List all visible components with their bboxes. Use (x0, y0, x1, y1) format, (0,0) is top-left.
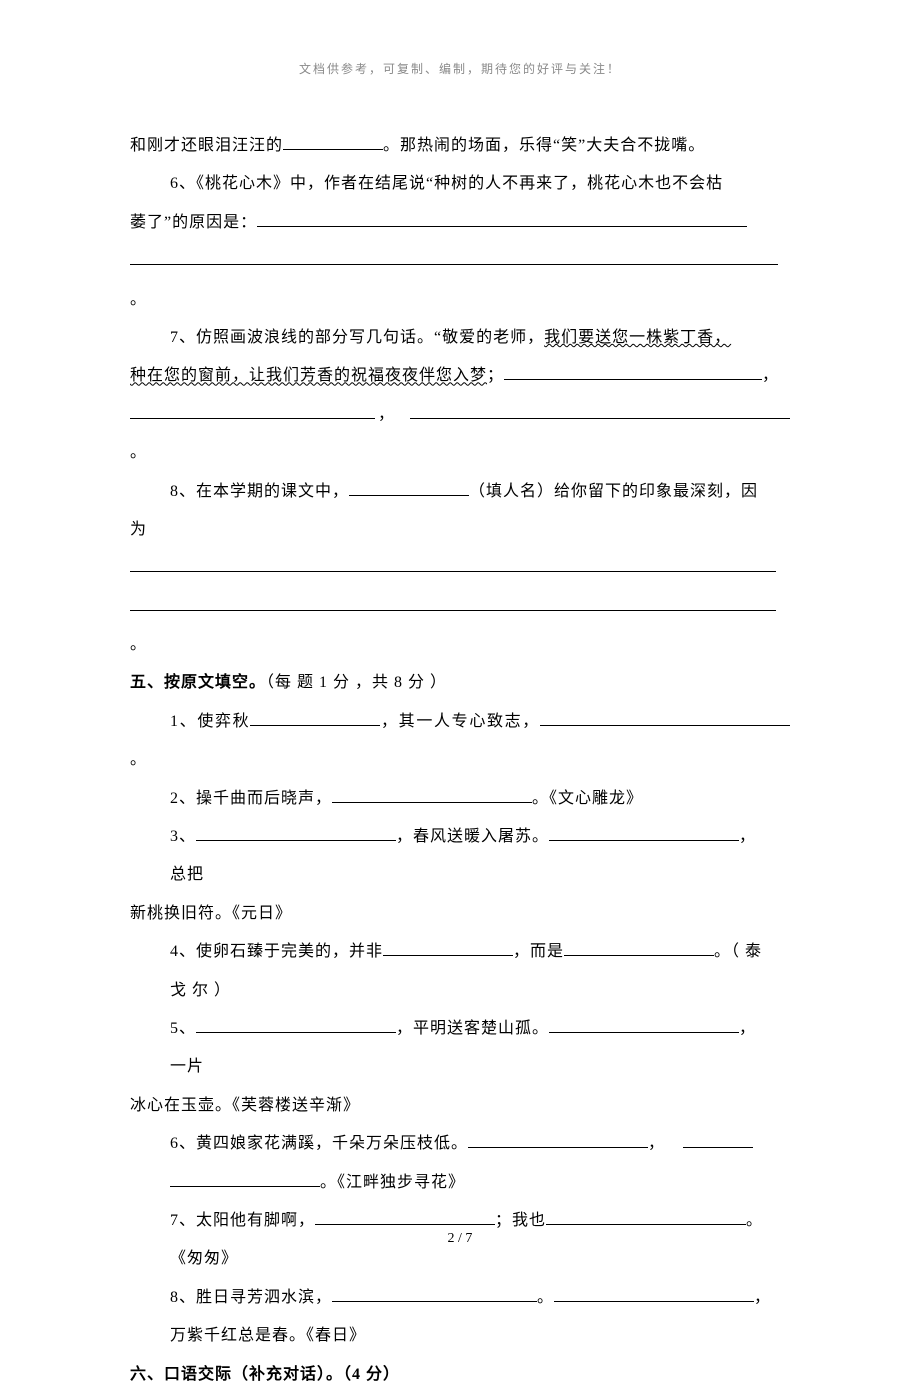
text: （填人名）给你留下的印象最深刻，因 (469, 483, 758, 500)
blank (410, 402, 790, 419)
text: 3、 (170, 828, 196, 845)
s5-2: 2、操千曲而后晓声， 。《文心雕龙》 (130, 780, 790, 818)
q8-line4: 。 (130, 588, 790, 665)
blank (554, 1285, 754, 1302)
blank (332, 1285, 537, 1302)
text: 。（ 泰 (714, 943, 762, 960)
title-bold: 五、按原文填空。 (130, 674, 266, 691)
blank (564, 939, 714, 956)
blank (332, 786, 532, 803)
period: 。 (537, 1289, 554, 1306)
wavy-text: 我们要送您一株紫丁香， (544, 329, 731, 346)
blank-full (130, 594, 776, 611)
blank (504, 363, 762, 380)
semi: ； (487, 367, 504, 384)
period: 。 (130, 636, 147, 653)
q7-line1: 7、仿照画波浪线的部分写几句话。“敬爱的老师，我们要送您一株紫丁香， (130, 319, 790, 357)
line-top: 和刚才还眼泪汪汪的 。那热闹的场面，乐得“笑”大夫合不拢嘴。 (130, 127, 790, 165)
s5-6-line2: 。《江畔独步寻花》 (130, 1164, 790, 1202)
blank (383, 939, 513, 956)
body-content: 和刚才还眼泪汪汪的 。那热闹的场面，乐得“笑”大夫合不拢嘴。 6、《桃花心木》中，… (130, 127, 790, 1394)
title-note: （每 题 1 分 ，共 8 分 ） (266, 674, 447, 691)
blank-full (130, 555, 776, 572)
comma: ， (762, 367, 779, 384)
blank (546, 1208, 746, 1225)
text: 2、操千曲而后晓声， (170, 790, 332, 807)
blank (283, 133, 383, 150)
text: 。那热闹的场面，乐得“笑”大夫合不拢嘴。 (383, 137, 705, 154)
period: 。 (130, 751, 147, 768)
text: 4、使卵石臻于完美的，并非 (170, 943, 383, 960)
s5-4-line1: 4、使卵石臻于完美的，并非 ，而是 。（ 泰 (130, 933, 790, 971)
blank (196, 824, 396, 841)
s5-8-line1: 8、胜日寻芳泗水滨， 。 ， (130, 1279, 790, 1317)
q8-line2: 为 (130, 511, 790, 549)
s5-5-line2: 一片 (130, 1048, 790, 1086)
text: ，平明送客楚山孤。 (396, 1020, 549, 1037)
page-number: 2 / 7 (0, 1231, 920, 1247)
blank (549, 1016, 739, 1033)
q6-line3: 。 (130, 242, 790, 319)
text: 7、太阳他有脚啊， (170, 1212, 315, 1229)
period: 。 (130, 444, 147, 461)
text: 。《文心雕龙》 (532, 790, 643, 807)
s5-5-line3: 冰心在玉壶。《芙蓉楼送辛渐》 (130, 1087, 790, 1125)
period: 。 (130, 291, 147, 308)
text: 1、使弈秋 (170, 713, 250, 730)
comma: ， (754, 1289, 771, 1306)
blank (683, 1131, 753, 1148)
s5-6-line1: 6、黄四娘家花满蹊，千朵万朵压枝低。 ， (130, 1125, 790, 1163)
section-5-title: 五、按原文填空。（每 题 1 分 ，共 8 分 ） (130, 664, 790, 702)
blank (196, 1016, 396, 1033)
blank (540, 709, 790, 726)
title-bold: 六、口语交际（补充对话）。（4 分） (130, 1366, 400, 1383)
text: 7、仿照画波浪线的部分写几句话。“敬爱的老师， (170, 329, 544, 346)
comma: ， (648, 1135, 665, 1152)
section-6-title: 六、口语交际（补充对话）。（4 分） (130, 1356, 790, 1394)
blank (170, 1170, 320, 1187)
comma: ， (375, 406, 398, 423)
period: 。 (746, 1212, 763, 1229)
blank (315, 1208, 495, 1225)
text: ，春风送暖入屠苏。 (396, 828, 549, 845)
blank (257, 210, 747, 227)
header-note: 文档供参考，可复制、编制，期待您的好评与关注！ (130, 60, 790, 77)
q7-line2: 种在您的窗前，让我们芳香的祝福夜夜伴您入梦； ， (130, 357, 790, 395)
s5-3-line2: 总把 (130, 856, 790, 894)
s5-4-line2: 戈 尔 ） (130, 972, 790, 1010)
q7-line3: ，。 (130, 396, 790, 473)
s5-3-line1: 3、 ，春风送暖入屠苏。 ， (130, 818, 790, 856)
comma: ， (739, 1020, 756, 1037)
text: 5、 (170, 1020, 196, 1037)
blank-full (130, 248, 778, 265)
s5-1: 1、使弈秋 ，其一人专心致志， 。 (130, 703, 790, 780)
q6-line2: 萎了”的原因是： (130, 204, 790, 242)
q8-line1: 8、在本学期的课文中， （填人名）给你留下的印象最深刻，因 (130, 473, 790, 511)
blank (349, 479, 469, 496)
blank (468, 1131, 648, 1148)
q6-line1: 6、《桃花心木》中，作者在结尾说“种树的人不再来了，桃花心木也不会枯 (130, 165, 790, 203)
text: ，其一人专心致志， (380, 713, 540, 730)
document-page: 文档供参考，可复制、编制，期待您的好评与关注！ 和刚才还眼泪汪汪的 。那热闹的场面… (0, 0, 920, 1302)
text: 6、黄四娘家花满蹊，千朵万朵压枝低。 (170, 1135, 468, 1152)
s5-3-line3: 新桃换旧符。《元日》 (130, 895, 790, 933)
wavy-text: 种在您的窗前，让我们芳香的祝福夜夜伴您入梦 (130, 367, 487, 384)
blank (549, 824, 739, 841)
comma: ， (739, 828, 756, 845)
s5-5-line1: 5、 ，平明送客楚山孤。 ， (130, 1010, 790, 1048)
text: 。《江畔独步寻花》 (320, 1174, 465, 1191)
blank (130, 402, 375, 419)
s5-8-line2: 万紫千红总是春。《春日》 (130, 1317, 790, 1355)
text: 8、胜日寻芳泗水滨， (170, 1289, 332, 1306)
text: 8、在本学期的课文中， (170, 483, 349, 500)
q8-line3 (130, 549, 790, 587)
text: ，而是 (513, 943, 564, 960)
text: 和刚才还眼泪汪汪的 (130, 137, 283, 154)
blank (250, 709, 380, 726)
text: ；我也 (495, 1212, 546, 1229)
text: 萎了”的原因是： (130, 214, 257, 231)
